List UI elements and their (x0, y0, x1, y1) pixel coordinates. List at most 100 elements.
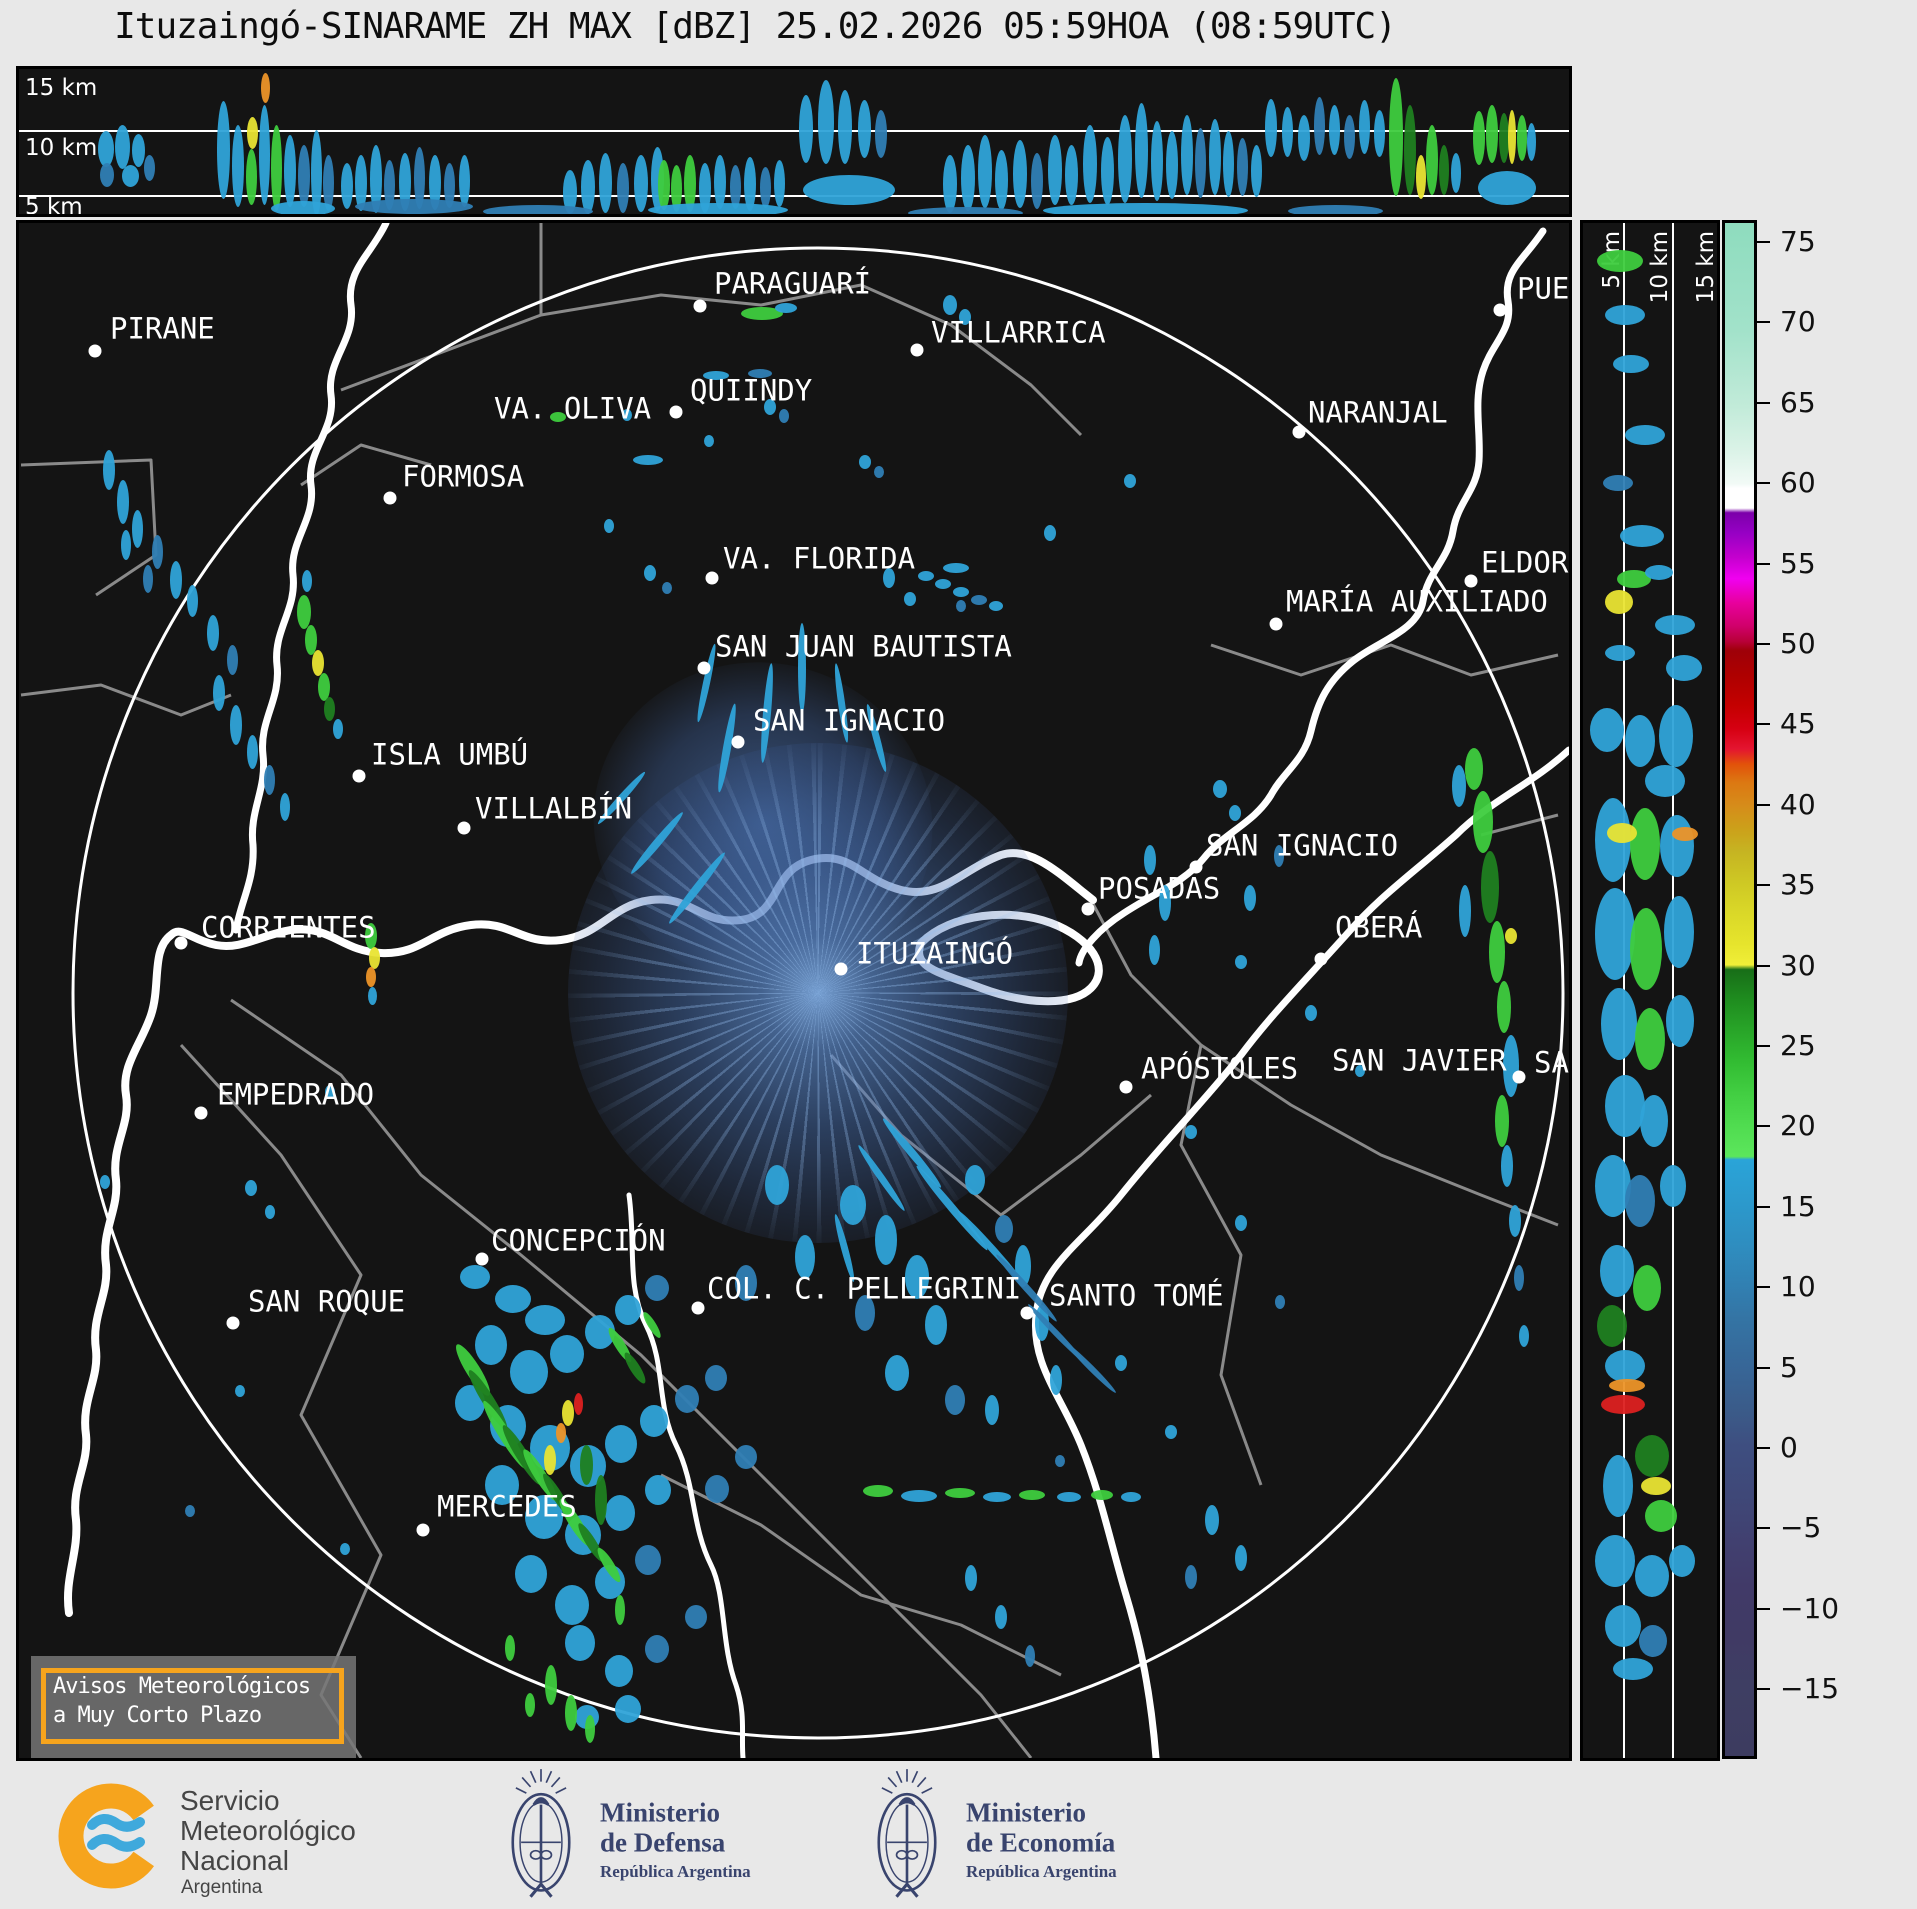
city-label: SAN JUAN BAUTISTA (715, 629, 1012, 664)
echo-blob (227, 645, 238, 675)
city-dot (475, 1252, 489, 1266)
echo-blob (1478, 171, 1536, 205)
echo-blob (555, 1585, 589, 1625)
echo-blob (1244, 885, 1256, 911)
smn-logo-wave2 (87, 1834, 145, 1852)
echo-blob (1416, 155, 1426, 199)
colorbar-tick-label: 0 (1780, 1430, 1798, 1464)
notice-border (41, 1668, 344, 1744)
echo-blob (365, 923, 377, 949)
echo-blob (1613, 355, 1649, 373)
echo-blob (1135, 103, 1148, 198)
radar-echo-spokes (568, 743, 1068, 1243)
city-dot (910, 343, 924, 357)
echo-blob (983, 1492, 1011, 1502)
echo-blob (1195, 128, 1206, 198)
city-label: ELDOR (1481, 545, 1569, 580)
echo-blob (604, 519, 614, 533)
city-dot (1314, 952, 1328, 966)
echo-blob (1404, 105, 1416, 195)
colorbar-tick-label: −10 (1780, 1591, 1840, 1625)
echo-blob (1639, 1625, 1667, 1657)
city-label: PARAGUARÍ (714, 266, 872, 301)
echo-blob (1527, 123, 1536, 161)
smn-name-line4: Argentina (181, 1877, 263, 1898)
echo-blob (185, 1505, 195, 1517)
echo-blob (863, 1485, 893, 1497)
echo-blob (905, 1255, 929, 1299)
echo-blob (1630, 808, 1660, 880)
echo-blob (945, 1385, 965, 1415)
echo-blob (1603, 1455, 1633, 1517)
echo-blob (245, 1180, 257, 1196)
colorbar-tick-mark (1754, 1607, 1770, 1610)
echo-blob (1209, 119, 1221, 195)
colorbar-tick-mark (1754, 1527, 1770, 1530)
echo-blob (858, 100, 871, 158)
echo-blob (1229, 805, 1241, 821)
echo-blob (1666, 655, 1702, 681)
echo-blob (1495, 1095, 1509, 1147)
echo-blob (271, 201, 335, 214)
city-label: CONCEPCIÓN (491, 1223, 666, 1258)
echo-blob (122, 165, 139, 187)
echo-blob (703, 371, 729, 380)
echo-blob (495, 1285, 531, 1313)
echo-blob (1635, 1555, 1669, 1597)
echo-blob (645, 1475, 671, 1505)
echo-blob (1603, 475, 1633, 491)
colorbar-tick-label: 60 (1780, 466, 1816, 500)
echo-blob (545, 1665, 557, 1705)
economia-line2: de Economía (966, 1827, 1116, 1858)
echo-blob (1605, 1075, 1645, 1137)
city-dot (88, 344, 102, 358)
echo-blob (384, 160, 395, 210)
echo-blob (1499, 113, 1509, 163)
echo-blob (799, 95, 813, 163)
echo-blob (132, 510, 143, 548)
echo-blob (1595, 1535, 1635, 1587)
echo-blob (1625, 1175, 1655, 1227)
city-label: CORRIENTES (201, 910, 376, 945)
colorbar-tick-label: 20 (1780, 1109, 1816, 1143)
echo-blob (1374, 110, 1385, 157)
echo-blob (662, 582, 672, 594)
echo-blob (1635, 1435, 1669, 1477)
echo-blob (705, 1475, 729, 1503)
echo-blob (460, 1265, 490, 1289)
echo-blob (117, 480, 129, 524)
echo-blob (634, 155, 648, 212)
echo-blob (874, 466, 884, 478)
city-label: OBERÁ (1335, 910, 1423, 945)
echo-blob (265, 1205, 275, 1219)
city-label: VA. FLORIDA (723, 541, 916, 576)
echo-blob (1235, 1545, 1247, 1571)
echo-blob (1048, 135, 1062, 205)
echo-blob (1044, 525, 1056, 541)
echo-blob (1514, 1265, 1524, 1291)
echo-blob (671, 165, 682, 212)
colorbar-tick-label: 15 (1780, 1189, 1816, 1223)
city-label: MARÍA AUXILIADO (1286, 584, 1548, 619)
city-label: SANTO TOMÉ (1049, 1278, 1224, 1313)
axis-label-10km: 10 km (25, 135, 98, 161)
echo-blob (1620, 525, 1664, 547)
colorbar-tick-label: 45 (1780, 707, 1816, 741)
echo-blob (735, 1265, 757, 1301)
echo-blob (284, 135, 296, 207)
echo-blob (1055, 1455, 1065, 1467)
city-label: SAN JAVIER (1332, 1043, 1507, 1078)
echo-blob (1660, 815, 1694, 877)
echo-blob (1481, 851, 1499, 923)
echo-blob (959, 309, 971, 325)
echo-blob (795, 1235, 815, 1279)
echo-blob (230, 705, 242, 745)
echo-blob (622, 409, 632, 421)
city-dot (226, 1316, 240, 1330)
echo-blob (485, 1465, 519, 1505)
city-dot (1081, 902, 1095, 916)
echo-blob (98, 131, 114, 167)
city-dot (1119, 1080, 1133, 1094)
smn-name-line1: Servicio (180, 1785, 280, 1816)
